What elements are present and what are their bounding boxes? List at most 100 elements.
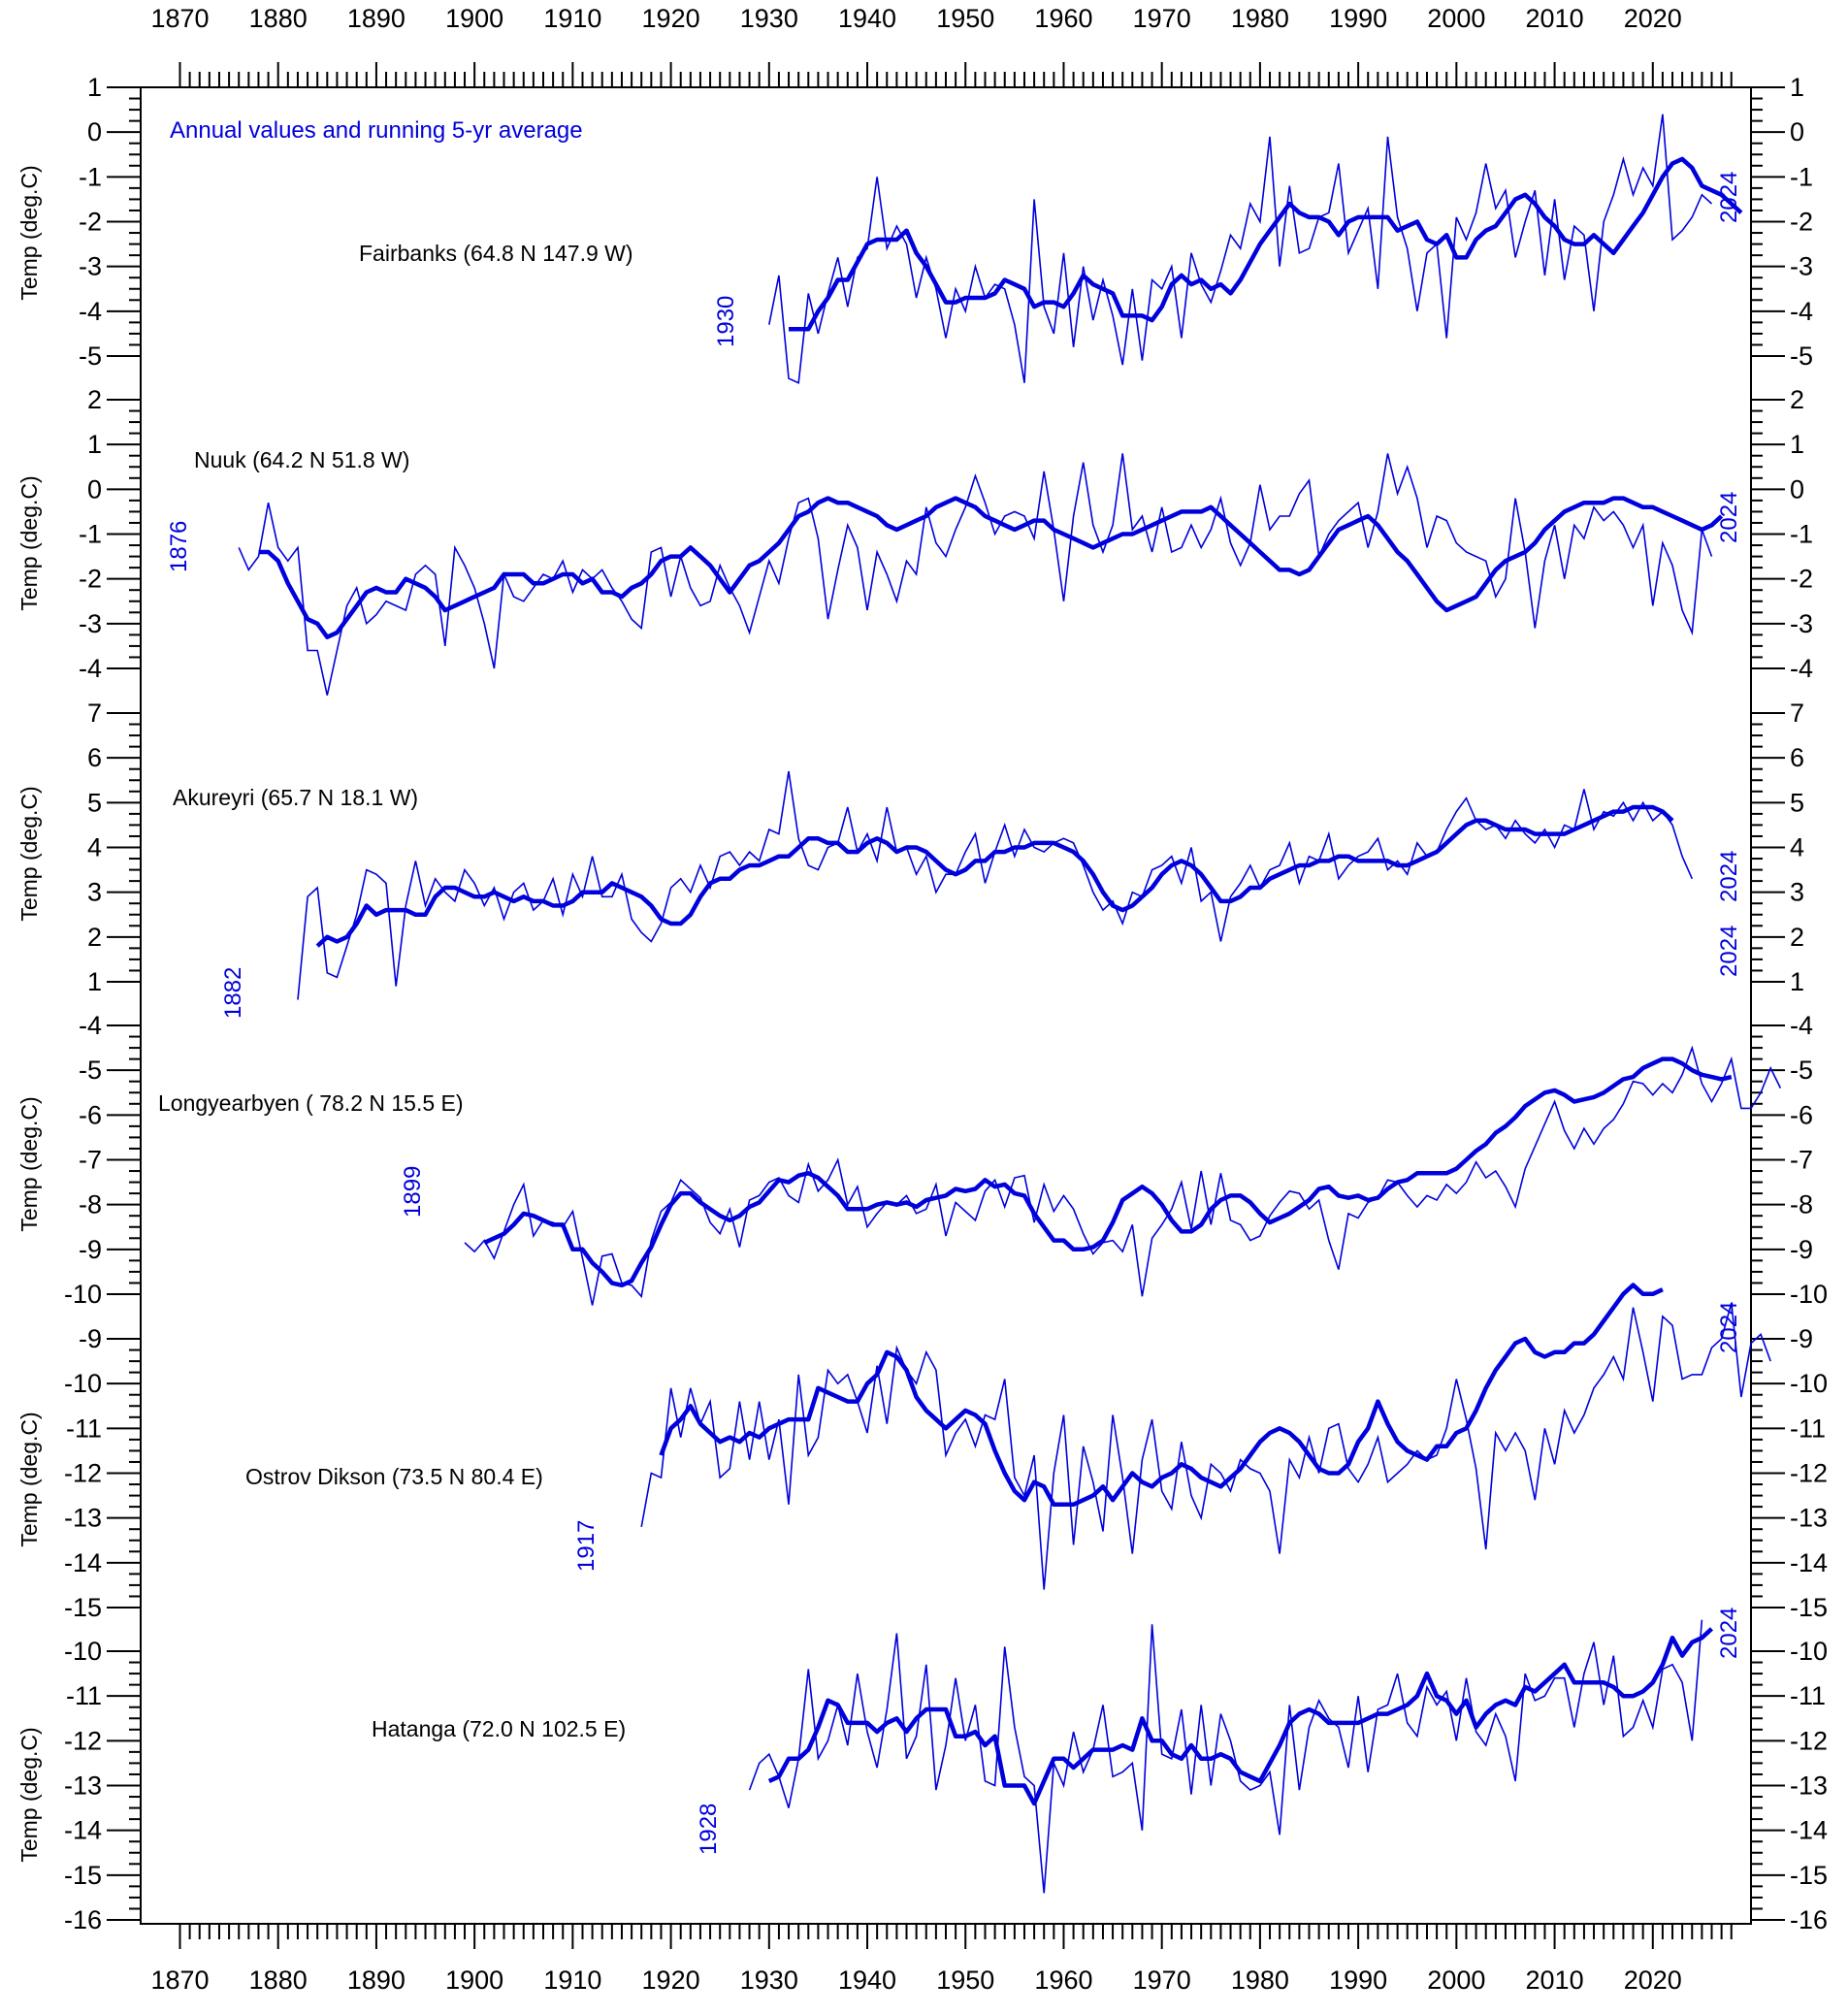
y-tick-label-left: -12 (64, 1726, 102, 1755)
x-tick-label-bottom: 1940 (838, 1966, 896, 1995)
x-tick-label-top: 1960 (1034, 4, 1092, 33)
series-end-year: 2024 (1716, 1608, 1742, 1659)
x-tick-label-top: 1970 (1133, 4, 1191, 33)
panel-nuuk: 2 2 1 1 0 0 -1 -1 -2 -2 -3 -3 -4 -4 Temp (deg.C) Nuuk (… (16, 385, 1813, 696)
x-tick-label-bottom: 1960 (1034, 1966, 1092, 1995)
y-tick-label-right: -3 (1790, 252, 1813, 281)
y-tick-label-right: -1 (1790, 520, 1813, 549)
y-tick-label-right: -11 (1790, 1681, 1826, 1710)
y-tick-label-left: -1 (79, 520, 102, 549)
y-tick-label-right: -4 (1790, 654, 1813, 683)
y-tick-label-right: -2 (1790, 565, 1813, 594)
y-tick-label-left: -13 (64, 1504, 102, 1533)
y-tick-label-left: -2 (79, 565, 102, 594)
y-tick-label-left: -14 (64, 1816, 102, 1845)
y-tick-label-right: 0 (1790, 474, 1804, 504)
y-tick-label-left: 7 (87, 699, 102, 728)
y-tick-label-left: -5 (79, 1056, 102, 1085)
series-start-year: 1917 (573, 1520, 600, 1572)
x-tick-label-bottom: 1990 (1329, 1966, 1387, 1995)
y-axis-label: Temp (deg.C) (16, 786, 42, 921)
y-tick-label-right: -16 (1790, 1905, 1828, 1934)
panel-ostrov-dikson: -9 -9 -10 -10 -11 -11 -12 -12 -13 -13 -14 -14 -15 -15… (16, 1283, 1828, 1622)
y-tick-label-left: -10 (64, 1369, 102, 1398)
station-label: Nuuk (64.2 N 51.8 W) (194, 447, 409, 472)
x-tick-label-top: 2010 (1526, 4, 1584, 33)
y-tick-label-left: 1 (87, 967, 102, 996)
running-mean-line (767, 1627, 1714, 1806)
y-tick-label-left: -9 (79, 1324, 102, 1353)
running-mean-line (258, 496, 1724, 639)
x-tick-label-bottom: 1880 (249, 1966, 308, 1995)
y-axis-label: Temp (deg.C) (16, 475, 42, 610)
x-tick-label-top: 2000 (1427, 4, 1485, 33)
panel-hatanga: -10 -10 -11 -11 -12 -12 -13 -13 -14 -14 -15 -15 -16 -… (16, 1608, 1828, 1934)
y-tick-label-right: -7 (1790, 1146, 1813, 1175)
series-end-year: 2024 (1716, 926, 1742, 977)
y-tick-label-left: -10 (64, 1280, 102, 1309)
y-tick-label-right: -14 (1790, 1816, 1828, 1845)
x-tick-label-top: 1910 (543, 4, 601, 33)
x-tick-label-top: 1900 (445, 4, 503, 33)
plot-border (140, 86, 1752, 1925)
x-tick-label-bottom: 1980 (1231, 1966, 1289, 1995)
y-tick-label-right: -9 (1790, 1324, 1813, 1353)
series-start-year: 1930 (713, 296, 739, 347)
axis-ticks: 1870 1870 1880 1880 1890 1890 1900 1900 1910 1910… (150, 4, 1733, 1995)
y-tick-label-left: 6 (87, 743, 102, 772)
running-mean-line (659, 1283, 1664, 1508)
y-tick-label-right: -13 (1790, 1771, 1828, 1801)
annual-series-line (768, 114, 1713, 384)
running-mean-line (789, 156, 1743, 332)
chart-subtitle: Annual values and running 5-yr average (170, 117, 583, 144)
annual-series-line (238, 453, 1713, 696)
y-tick-label-right: 1 (1790, 967, 1804, 996)
panel-fairbanks: 1 1 0 0 -1 -1 -2 -2 -3 -3 -4 -4 -5 -5 Temp (deg.C) Fair… (16, 73, 1813, 384)
y-tick-label-left: 0 (87, 117, 102, 146)
x-tick-label-bottom: 2010 (1526, 1966, 1584, 1995)
annual-series-line (464, 1045, 1782, 1306)
y-tick-label-left: -13 (64, 1771, 102, 1801)
y-tick-label-right: 5 (1790, 788, 1804, 817)
y-tick-label-left: -8 (79, 1190, 102, 1219)
y-tick-label-right: -12 (1790, 1726, 1828, 1755)
y-tick-label-right: 1 (1790, 73, 1804, 102)
y-tick-label-left: 0 (87, 474, 102, 504)
panel-longyearbyen: -4 -4 -5 -5 -6 -6 -7 -7 -8 -8 -9 -9 -10 -10 Temp (deg.… (16, 926, 1828, 1309)
plot-frame (140, 86, 1752, 1925)
y-tick-label-right: 1 (1790, 430, 1804, 459)
series-start-year: 1899 (400, 1166, 426, 1218)
x-tick-label-bottom: 1920 (642, 1966, 700, 1995)
y-tick-label-left: -11 (66, 1414, 102, 1443)
y-tick-label-left: -3 (79, 609, 102, 638)
x-tick-label-bottom: 1910 (543, 1966, 601, 1995)
y-tick-label-right: -4 (1790, 297, 1813, 326)
x-tick-label-bottom: 2020 (1624, 1966, 1682, 1995)
y-tick-label-right: 6 (1790, 743, 1804, 772)
y-tick-label-right: -12 (1790, 1459, 1828, 1488)
y-tick-label-right: -5 (1790, 1056, 1813, 1085)
y-tick-label-right: 3 (1790, 878, 1804, 907)
y-tick-label-left: -6 (79, 1100, 102, 1129)
annual-series-line (297, 770, 1694, 1000)
y-tick-label-right: 7 (1790, 699, 1804, 728)
panels: 1 1 0 0 -1 -1 -2 -2 -3 -3 -4 -4 -5 -5 Temp (deg.C) Fair… (16, 73, 1828, 1934)
y-tick-label-left: 4 (87, 833, 102, 862)
y-tick-label-right: -3 (1790, 609, 1813, 638)
y-tick-label-right: 2 (1790, 923, 1804, 952)
x-tick-label-bottom: 2000 (1427, 1966, 1485, 1995)
y-tick-label-right: -15 (1790, 1861, 1828, 1890)
y-axis-label: Temp (deg.C) (16, 1412, 42, 1546)
station-label: Fairbanks (64.8 N 147.9 W) (359, 241, 633, 266)
y-tick-label-left: 2 (87, 923, 102, 952)
series-start-year: 1928 (696, 1804, 722, 1855)
y-tick-label-left: -10 (64, 1637, 102, 1666)
y-tick-label-right: -6 (1790, 1100, 1813, 1129)
y-axis-label: Temp (deg.C) (16, 1727, 42, 1862)
y-tick-label-left: -16 (64, 1905, 102, 1934)
x-tick-label-top: 1880 (249, 4, 308, 33)
y-tick-label-right: 0 (1790, 117, 1804, 146)
y-tick-label-right: -13 (1790, 1504, 1828, 1533)
y-tick-label-left: -15 (64, 1593, 102, 1622)
y-axis-label: Temp (deg.C) (16, 165, 42, 300)
